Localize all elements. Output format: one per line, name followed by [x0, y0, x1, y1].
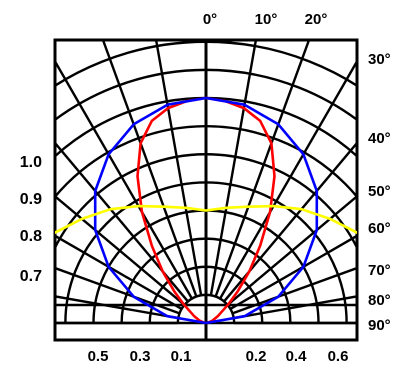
- radial-label-0.9: 0.9: [20, 191, 42, 208]
- grid-spoke-50: [226, 194, 357, 306]
- angle-label-90: 90°: [368, 317, 391, 334]
- grid-spoke-40: [223, 141, 357, 303]
- bottom-label-0.3: 0.3: [130, 348, 151, 365]
- bottom-label-0.4: 0.4: [286, 348, 308, 365]
- chart-labels: 0° 10° 20° 30° 40° 50° 60° 70° 80° 90° 1…: [20, 11, 391, 365]
- grid-spoke--40: [55, 141, 189, 303]
- grid-spoke--60: [55, 234, 183, 310]
- grid-spoke--80: [55, 295, 179, 320]
- grid-lines: [55, 40, 357, 325]
- radial-label-0.7: 0.7: [20, 268, 42, 285]
- grid-spoke--10: [154, 40, 203, 296]
- grid-spoke-80: [233, 295, 357, 320]
- series-curve-2: [55, 204, 357, 235]
- radial-label-0.8: 0.8: [20, 228, 42, 245]
- angle-label-10: 10°: [255, 11, 278, 28]
- radial-label-1.0: 1.0: [20, 154, 42, 171]
- angle-label-70: 70°: [368, 262, 391, 279]
- grid-spoke-10: [209, 40, 258, 296]
- bottom-label-0.2: 0.2: [246, 348, 267, 365]
- angle-label-0: 0°: [203, 11, 217, 28]
- intensity-curves: [55, 96, 357, 325]
- polar-grid: [53, 38, 359, 342]
- angle-label-20: 20°: [305, 11, 328, 28]
- angle-label-50: 50°: [368, 183, 391, 200]
- bottom-label-0.6: 0.6: [328, 348, 349, 365]
- bottom-label-0.5: 0.5: [88, 348, 109, 365]
- curve-group: [55, 96, 357, 325]
- angle-label-30: 30°: [368, 51, 391, 68]
- bottom-label-0.1: 0.1: [171, 348, 192, 365]
- angle-label-80: 80°: [368, 292, 391, 309]
- angle-label-40: 40°: [368, 130, 391, 147]
- grid-spoke-60: [229, 234, 357, 310]
- grid-spoke-70: [232, 266, 357, 315]
- angle-label-60: 60°: [368, 220, 391, 237]
- grid-spoke--70: [55, 266, 180, 315]
- series-curve-1: [93, 96, 319, 325]
- grid-spoke--50: [55, 194, 186, 306]
